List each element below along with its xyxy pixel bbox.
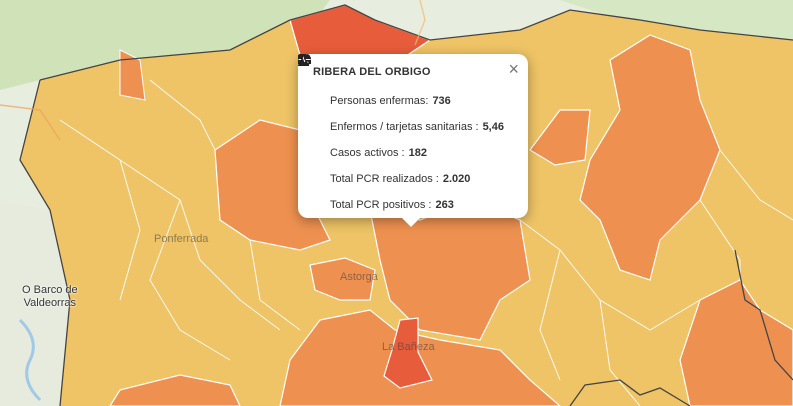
place-label-astorga: Astorga: [340, 271, 378, 283]
province-border-west: [19, 79, 71, 406]
stat-label: Total PCR realizados :: [330, 173, 439, 185]
road: [0, 104, 61, 141]
stat-row-ratio: Enfermos / tarjetas sanitarias : 5,46: [298, 54, 514, 140]
popup-title: RIBERA DEL ORBIGO: [313, 66, 431, 78]
zone-northeast[interactable]: [579, 34, 721, 281]
place-label-ponferrada: Ponferrada: [154, 233, 209, 245]
stat-value: 5,46: [482, 121, 504, 133]
province-border-east: [734, 249, 793, 381]
forest-area: [0, 0, 330, 90]
zone-southeast[interactable]: [679, 279, 793, 406]
bed-icon: [298, 55, 327, 107]
stat-value: 182: [408, 147, 427, 159]
stat-row-pcr-realizados: Total PCR realizados : 2.020: [298, 54, 514, 192]
stat-label: Personas enfermas:: [330, 95, 429, 107]
zone-small-north[interactable]: [119, 49, 146, 101]
close-icon[interactable]: ×: [508, 59, 519, 79]
popup-tip: [402, 218, 420, 227]
heart-pulse-icon: [298, 54, 327, 159]
province-border-south: [569, 379, 691, 406]
stat-row-pcr-positivos: Total PCR positivos : 263: [298, 54, 514, 218]
stat-value: 2.020: [442, 173, 471, 185]
place-label-baneza: La Bañeza: [382, 341, 435, 353]
info-popup: × RIBERA DEL ORBIGO Personas enfermas: 7…: [298, 54, 528, 227]
zone-astorga[interactable]: [309, 257, 376, 301]
road-north: [414, 0, 426, 46]
flask-icon: [298, 54, 327, 211]
flask-icon: [298, 54, 327, 185]
zone-southwest[interactable]: [109, 374, 241, 406]
zone-north-center[interactable]: [529, 109, 591, 166]
zone-high-baneza[interactable]: [383, 317, 433, 389]
stat-value: 263: [435, 199, 454, 211]
river: [18, 318, 42, 402]
stat-row-casos-activos: Casos activos : 182: [298, 54, 514, 166]
outside-area-west: [0, 200, 70, 406]
percent-icon: [298, 54, 327, 133]
forest-area-east: [560, 0, 793, 40]
stat-label: Total PCR positivos :: [330, 199, 432, 211]
stat-value: 736: [432, 95, 451, 107]
place-label-barco: O Barco de Valdeorras: [22, 284, 78, 309]
stat-row-personas-enfermas: Personas enfermas: 736: [298, 55, 514, 114]
stat-label: Enfermos / tarjetas sanitarias :: [330, 121, 479, 133]
province-border: [39, 4, 793, 81]
stat-label: Casos activos :: [330, 147, 405, 159]
